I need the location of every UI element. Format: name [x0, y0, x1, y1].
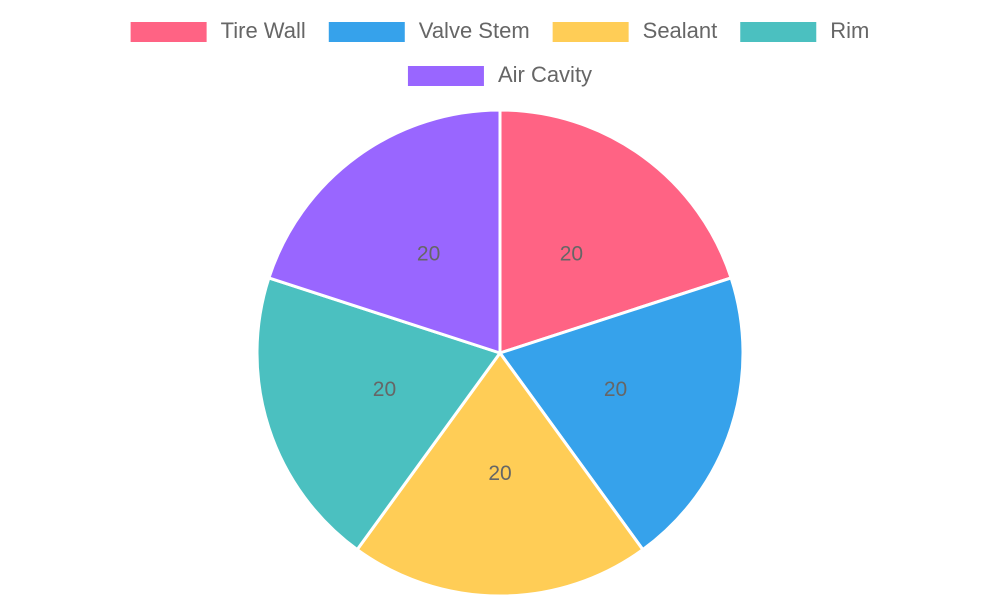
legend-label: Valve Stem [419, 18, 530, 43]
pie-slice [255, 276, 503, 552]
pie-slice [497, 276, 745, 552]
legend-item: Tire Wall [130, 18, 306, 43]
pie-slice [498, 108, 733, 356]
legend-item: Air Cavity [407, 62, 592, 87]
legend-label: Air Cavity [498, 62, 592, 87]
legend-swatch [407, 66, 484, 86]
data-label: 20 [604, 378, 627, 401]
data-label: 20 [488, 462, 511, 485]
pie-slice [355, 350, 645, 598]
legend-label: Sealant [643, 18, 718, 43]
data-label: 20 [373, 378, 396, 401]
data-label: 20 [560, 242, 583, 265]
pie-slice [267, 108, 502, 356]
legend-item: Rim [740, 18, 869, 43]
legend-swatch [552, 22, 629, 42]
data-label: 20 [417, 242, 440, 265]
legend-item: Sealant [552, 18, 718, 43]
legend-label: Tire Wall [221, 18, 306, 43]
legend-swatch [328, 22, 405, 42]
legend-item: Valve Stem [328, 18, 530, 43]
legend-swatch [130, 22, 207, 42]
legend-swatch [740, 22, 817, 42]
legend-label: Rim [830, 18, 869, 43]
